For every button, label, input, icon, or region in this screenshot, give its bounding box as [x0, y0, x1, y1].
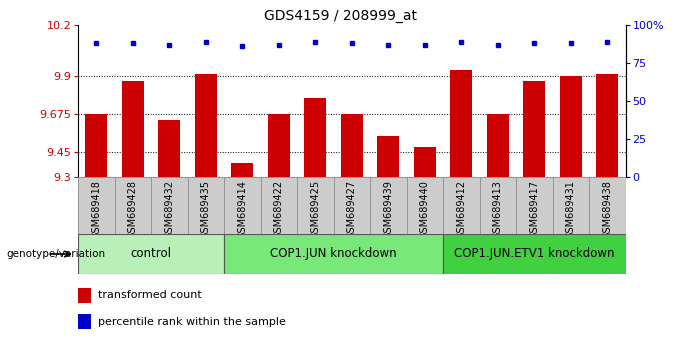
- Text: genotype/variation: genotype/variation: [7, 249, 106, 259]
- Bar: [334, 177, 370, 234]
- Text: transformed count: transformed count: [98, 290, 202, 300]
- Text: GSM689440: GSM689440: [420, 180, 430, 239]
- Text: GSM689425: GSM689425: [310, 180, 320, 239]
- Text: GSM689418: GSM689418: [91, 180, 101, 239]
- Bar: [377, 136, 399, 177]
- Bar: [450, 70, 473, 177]
- Bar: [553, 177, 589, 234]
- Bar: [443, 234, 626, 274]
- Bar: [188, 177, 224, 234]
- Bar: [122, 81, 144, 177]
- Bar: [151, 177, 188, 234]
- Text: GDS4159 / 208999_at: GDS4159 / 208999_at: [264, 9, 416, 23]
- Bar: [224, 234, 443, 274]
- Text: GSM689427: GSM689427: [347, 180, 357, 239]
- Bar: [297, 177, 334, 234]
- Text: GSM689438: GSM689438: [602, 180, 613, 239]
- Bar: [86, 114, 107, 177]
- Text: GSM689414: GSM689414: [237, 180, 248, 239]
- Bar: [487, 114, 509, 177]
- Text: GSM689439: GSM689439: [384, 180, 394, 239]
- Text: COP1.JUN.ETV1 knockdown: COP1.JUN.ETV1 knockdown: [454, 247, 615, 261]
- Bar: [231, 162, 254, 177]
- Bar: [78, 177, 115, 234]
- Text: GSM689417: GSM689417: [529, 180, 539, 239]
- Bar: [443, 177, 479, 234]
- Bar: [589, 177, 626, 234]
- Bar: [341, 114, 363, 177]
- Text: GSM689422: GSM689422: [274, 180, 284, 239]
- Bar: [224, 177, 260, 234]
- Text: GSM689413: GSM689413: [493, 180, 503, 239]
- Bar: [195, 74, 217, 177]
- Bar: [524, 81, 545, 177]
- Bar: [479, 177, 516, 234]
- Bar: [78, 288, 91, 303]
- Text: GSM689412: GSM689412: [456, 180, 466, 239]
- Text: GSM689435: GSM689435: [201, 180, 211, 239]
- Bar: [596, 74, 618, 177]
- Text: percentile rank within the sample: percentile rank within the sample: [98, 317, 286, 327]
- Bar: [516, 177, 553, 234]
- Bar: [407, 177, 443, 234]
- Bar: [305, 98, 326, 177]
- Bar: [414, 147, 436, 177]
- Bar: [115, 177, 151, 234]
- Text: control: control: [131, 247, 171, 261]
- Bar: [260, 177, 297, 234]
- Bar: [560, 76, 582, 177]
- Bar: [158, 120, 180, 177]
- Bar: [268, 114, 290, 177]
- Bar: [78, 234, 224, 274]
- Text: GSM689432: GSM689432: [165, 180, 175, 239]
- Text: COP1.JUN knockdown: COP1.JUN knockdown: [271, 247, 397, 261]
- Bar: [370, 177, 407, 234]
- Text: GSM689431: GSM689431: [566, 180, 576, 239]
- Text: GSM689428: GSM689428: [128, 180, 138, 239]
- Bar: [78, 314, 91, 329]
